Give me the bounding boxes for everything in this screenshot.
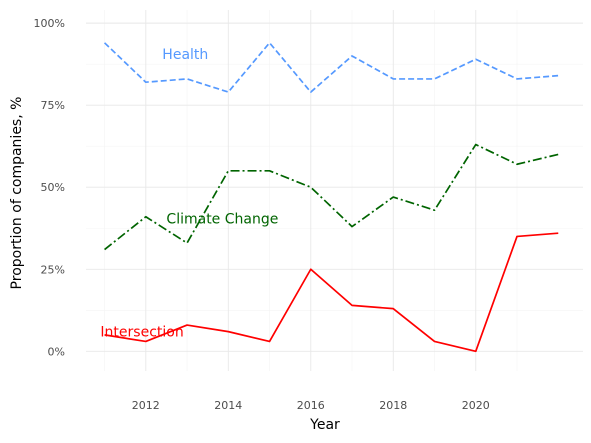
y-tick-label: 50% — [41, 181, 65, 194]
data-point-climate-change — [557, 153, 559, 155]
x-tick-label: 2016 — [297, 399, 325, 412]
y-axis-ticks: 0% 25% 50% 75% 100% — [34, 17, 65, 358]
data-point-health — [516, 78, 518, 80]
y-tick-label: 75% — [41, 99, 65, 112]
data-point-health — [351, 55, 353, 57]
series-layer — [103, 41, 559, 353]
data-point-health — [433, 78, 435, 80]
data-point-intersection — [475, 350, 477, 352]
data-point-intersection — [392, 307, 394, 309]
data-point-health — [475, 58, 477, 60]
x-axis-title: Year — [309, 417, 340, 433]
data-point-intersection — [433, 340, 435, 342]
y-axis-title: Proportion of companies, % — [9, 97, 25, 290]
data-point-intersection — [351, 304, 353, 306]
x-tick-label: 2018 — [379, 399, 407, 412]
series-line-climate-change — [104, 143, 559, 251]
data-point-intersection — [186, 324, 188, 326]
data-point-climate-change — [186, 242, 188, 244]
x-tick-label: 2020 — [462, 399, 490, 412]
data-point-climate-change — [145, 216, 147, 218]
data-point-intersection — [516, 235, 518, 237]
series-line-intersection — [104, 232, 559, 353]
data-point-climate-change — [227, 170, 229, 172]
data-point-climate-change — [310, 186, 312, 188]
series-label-layer: Health Climate Change Intersection — [100, 47, 278, 340]
data-point-health — [103, 42, 105, 44]
series-label-climate-change: Climate Change — [166, 211, 278, 227]
data-point-climate-change — [103, 248, 105, 250]
data-point-climate-change — [475, 143, 477, 145]
y-tick-label: 100% — [34, 17, 65, 30]
data-point-intersection — [557, 232, 559, 234]
y-tick-label: 25% — [41, 263, 65, 276]
data-point-climate-change — [516, 163, 518, 165]
data-point-health — [268, 42, 270, 44]
data-point-climate-change — [392, 196, 394, 198]
grid — [86, 10, 583, 371]
series-label-health: Health — [162, 47, 208, 63]
data-point-intersection — [227, 330, 229, 332]
x-tick-label: 2014 — [214, 399, 242, 412]
data-point-intersection — [310, 268, 312, 270]
y-tick-label: 0% — [48, 345, 65, 358]
data-point-intersection — [145, 340, 147, 342]
data-point-intersection — [268, 340, 270, 342]
data-point-health — [186, 78, 188, 80]
data-point-health — [557, 74, 559, 76]
data-point-health — [145, 81, 147, 83]
series-line-health — [103, 41, 559, 93]
data-point-climate-change — [433, 209, 435, 211]
data-point-climate-change — [268, 170, 270, 172]
data-point-health — [392, 78, 394, 80]
series-label-intersection: Intersection — [100, 325, 183, 341]
data-point-health — [227, 91, 229, 93]
data-point-climate-change — [351, 225, 353, 227]
x-tick-label: 2012 — [132, 399, 160, 412]
data-point-health — [310, 91, 312, 93]
x-axis-ticks: 2012 2014 2016 2018 2020 — [132, 399, 490, 412]
